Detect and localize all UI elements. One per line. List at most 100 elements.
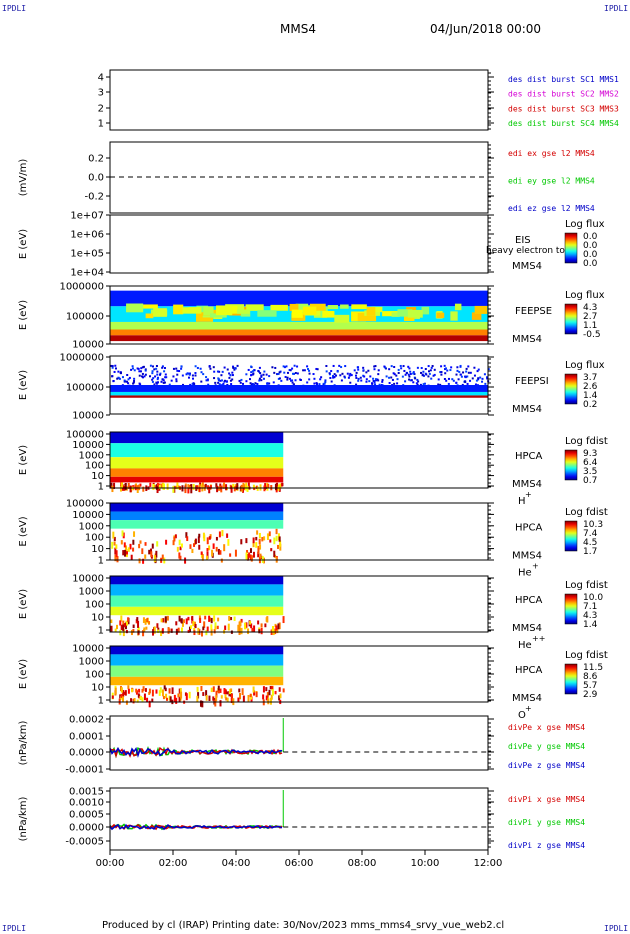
spectrogram-speck [247, 628, 250, 635]
spectrogram-speck [466, 375, 469, 378]
species-label: H [518, 496, 526, 507]
spectrogram-speck [465, 370, 468, 373]
spectrogram-speck [281, 482, 284, 487]
spectrogram-speck [486, 376, 489, 379]
spectrogram-speck [113, 536, 116, 542]
spectrogram-speck [152, 483, 155, 490]
spectrogram-speck [110, 364, 113, 367]
y-tick-label: 0.0010 [69, 798, 104, 809]
colorbar-tick-label: 0.0 [583, 232, 598, 242]
spectrogram-speck [452, 379, 455, 382]
spectrogram-speck [126, 380, 129, 383]
spectrogram-speck [113, 370, 116, 373]
spectrogram-speck [212, 543, 215, 549]
spectrogram-speck [250, 623, 253, 629]
spectrogram-speck [286, 371, 289, 374]
spectrogram-speck [210, 617, 213, 624]
spectrogram-speck [155, 381, 158, 384]
spectrogram-speck [213, 615, 216, 622]
spectrogram-speck [121, 376, 124, 379]
spectrogram-speck [246, 553, 249, 561]
spectrogram-speck [288, 368, 291, 371]
spectrogram-speck [205, 695, 208, 701]
spectrogram-speck [272, 381, 275, 384]
spectrogram-speck [369, 375, 372, 378]
spectrogram-patch [436, 312, 445, 319]
spectrogram-speck [279, 543, 282, 551]
spectrogram-speck [355, 383, 358, 386]
colorbar-tick-label: 7.4 [583, 529, 598, 539]
spectrogram-speck [223, 544, 226, 552]
spectrogram-patch [141, 304, 158, 309]
spectrogram-speck [186, 372, 189, 375]
spectrogram-speck [227, 623, 230, 631]
spectrogram-speck [168, 383, 171, 386]
spectrogram-speck [187, 616, 190, 621]
panel-frame-p3 [109, 214, 489, 274]
spectrogram-speck [286, 378, 289, 381]
spectrogram-speck [117, 377, 120, 380]
spectrogram-speck [258, 366, 261, 369]
y-tick-label: 10 [91, 683, 104, 694]
spectrogram-speck [245, 380, 248, 383]
spectrogram-speck [170, 628, 173, 633]
spectrogram-speck [123, 379, 126, 382]
series-line-p11 [109, 823, 283, 831]
spectrogram-speck [262, 557, 265, 564]
spectrogram-speck [423, 382, 426, 385]
spectrogram-speck [282, 365, 285, 368]
spectrogram-speck [232, 365, 235, 368]
y-tick-label: 2 [98, 104, 104, 115]
spectrogram-speck [433, 373, 436, 376]
spectrogram-speck [157, 629, 160, 634]
spectrogram-speck [260, 627, 263, 635]
spectrogram-speck [114, 628, 117, 632]
spectrogram-speck [155, 689, 158, 694]
spectrogram-patch [340, 304, 349, 309]
spectrogram-speck [129, 543, 132, 550]
spectrogram-speck [262, 377, 265, 380]
spectrogram-speck [229, 374, 232, 377]
spectrogram-patch [454, 303, 462, 311]
spectrogram-speck [409, 370, 412, 373]
spectrogram-speck [146, 697, 149, 703]
spectrogram-patch [182, 307, 202, 314]
spectrogram-speck [187, 376, 190, 379]
spectrogram-band [110, 576, 284, 585]
spectrogram-speck [417, 380, 420, 383]
spectrogram-speck [312, 373, 315, 376]
spectrogram-speck [139, 370, 142, 373]
spectrogram-speck [318, 383, 321, 386]
spectrogram-speck [430, 366, 433, 369]
spectrogram-speck [141, 375, 144, 378]
spectrogram-speck [335, 374, 338, 377]
spectrogram-speck [135, 688, 138, 693]
instrument-label: HPCA [515, 595, 543, 606]
spectrogram-speck [115, 624, 118, 630]
spectrogram-speck [477, 377, 480, 380]
spectrogram-speck [212, 686, 215, 692]
spectrogram-speck [437, 383, 440, 386]
spectrogram-speck [163, 685, 166, 690]
spectrogram-speck [127, 685, 130, 689]
spectrogram-band [110, 432, 284, 444]
spectrogram-speck [245, 622, 248, 628]
spectrogram-speck [119, 620, 122, 626]
spectrogram-speck [164, 616, 167, 623]
spectrogram-speck [357, 368, 360, 371]
spectrogram-speck [259, 553, 262, 558]
colorbar-tick-label: 8.6 [583, 672, 598, 682]
spectrogram-speck [176, 482, 179, 490]
spectrogram-speck [193, 383, 196, 386]
spectrogram-speck [200, 380, 203, 383]
spectrogram-speck [219, 550, 222, 555]
spectrogram-speck [457, 378, 460, 381]
spectrogram-speck [268, 375, 271, 378]
spectrogram-speck [296, 372, 299, 375]
spectrogram-speck [405, 372, 408, 375]
spectrogram-speck [412, 381, 415, 384]
spectrogram-speck [332, 376, 335, 379]
spectrogram-speck [168, 628, 171, 633]
spectrogram-speck [262, 373, 265, 376]
